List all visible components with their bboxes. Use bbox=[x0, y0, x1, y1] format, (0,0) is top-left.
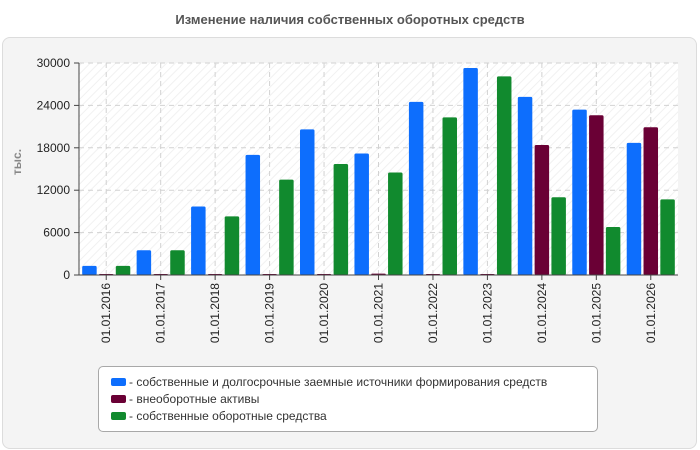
bar-series-1 bbox=[626, 142, 642, 275]
bar-series-3 bbox=[388, 172, 403, 275]
bar-series-3 bbox=[224, 216, 240, 275]
chart-title: Изменение наличия собственных оборотных … bbox=[175, 12, 525, 27]
x-tick-label: 01.01.2016 bbox=[99, 283, 113, 343]
bar-series-1 bbox=[408, 101, 424, 275]
axes: 0 6000 12000 18000 24000 30000 01.01.2016 01.01… bbox=[37, 56, 678, 343]
y-tick-label: 6000 bbox=[43, 226, 70, 240]
bar-series-1 bbox=[517, 96, 533, 275]
bar-series-1 bbox=[136, 250, 152, 275]
bar-series-2 bbox=[643, 127, 659, 275]
bar-series-1 bbox=[245, 154, 261, 275]
bar-series-3 bbox=[170, 250, 185, 275]
legend-label: - собственные и долгосрочные заемные ист… bbox=[129, 374, 548, 389]
bars bbox=[82, 67, 675, 276]
x-tick-label: 01.01.2025 bbox=[589, 283, 603, 343]
bar-series-3 bbox=[279, 179, 294, 275]
legend-swatch bbox=[111, 394, 126, 403]
y-tick-label: 24000 bbox=[37, 98, 71, 112]
bar-series-1 bbox=[463, 67, 478, 276]
y-tick-label: 12000 bbox=[37, 183, 71, 197]
y-axis-label: тыс. bbox=[10, 149, 24, 175]
bar-series-1 bbox=[354, 153, 369, 275]
bar-series-3 bbox=[333, 164, 349, 275]
y-tick-label: 30000 bbox=[37, 56, 71, 70]
bar-series-1 bbox=[82, 265, 97, 275]
legend-swatch bbox=[111, 411, 126, 420]
x-tick-label: 01.01.2019 bbox=[263, 283, 277, 343]
legend-label: - собственные оборотные средства bbox=[129, 408, 327, 423]
bar-series-3 bbox=[115, 265, 131, 275]
x-tick-label: 01.01.2026 bbox=[644, 283, 658, 343]
bar-series-1 bbox=[191, 206, 206, 275]
bar-series-3 bbox=[496, 76, 512, 275]
bar-series-3 bbox=[660, 199, 675, 275]
bar-series-2 bbox=[589, 115, 604, 275]
x-tick-label: 01.01.2022 bbox=[426, 283, 440, 343]
x-tick-label: 01.01.2023 bbox=[480, 283, 494, 343]
legend-label: - внеоборотные активы bbox=[129, 391, 260, 406]
x-tick-label: 01.01.2020 bbox=[317, 283, 331, 343]
legend-swatch bbox=[111, 377, 126, 386]
legend-item: - собственные оборотные средства bbox=[111, 407, 597, 424]
x-tick-label: 01.01.2021 bbox=[372, 283, 386, 343]
bar-series-3 bbox=[551, 197, 566, 275]
x-tick-label: 01.01.2024 bbox=[535, 283, 549, 343]
bar-series-2 bbox=[534, 144, 550, 275]
bar-series-1 bbox=[572, 109, 587, 275]
x-tick-label: 01.01.2018 bbox=[208, 283, 222, 343]
bar-series-3 bbox=[605, 226, 621, 275]
bar-series-3 bbox=[442, 117, 458, 275]
legend: - собственные и долгосрочные заемные ист… bbox=[98, 366, 598, 432]
legend-item: - собственные и долгосрочные заемные ист… bbox=[111, 373, 597, 390]
bar-series-1 bbox=[299, 129, 315, 275]
x-tick-label: 01.01.2017 bbox=[154, 283, 168, 343]
legend-item: - внеоборотные активы bbox=[111, 390, 597, 407]
y-tick-label: 0 bbox=[63, 268, 70, 282]
y-tick-label: 18000 bbox=[37, 141, 71, 155]
